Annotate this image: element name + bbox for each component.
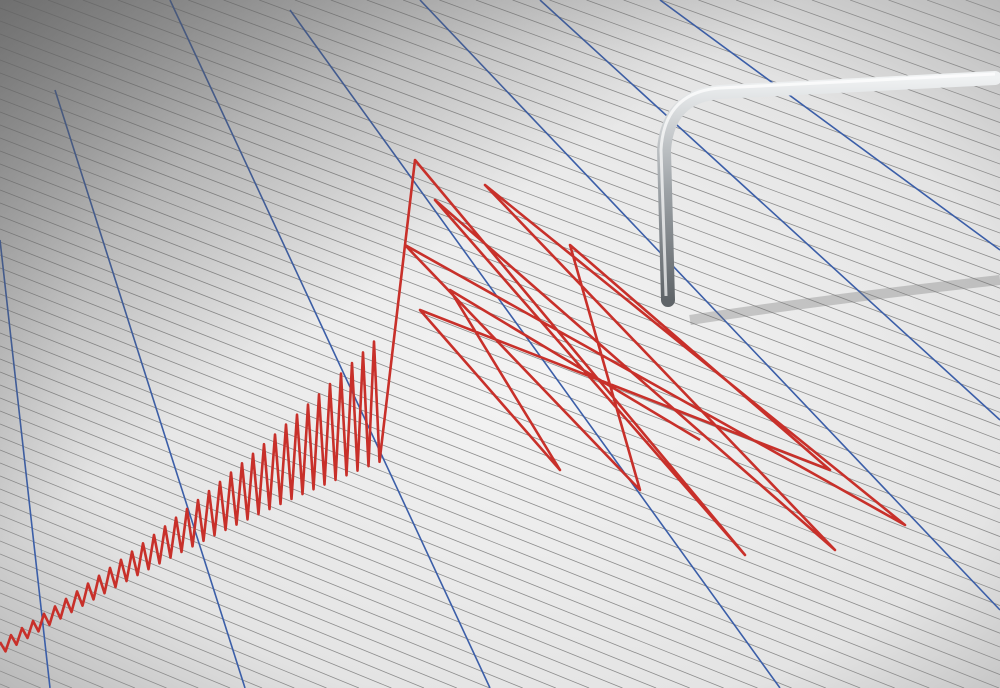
needle-shadow [689, 275, 1000, 325]
needle [656, 71, 1000, 307]
needle-highlight [659, 72, 996, 297]
seismic-trace [0, 158, 907, 653]
